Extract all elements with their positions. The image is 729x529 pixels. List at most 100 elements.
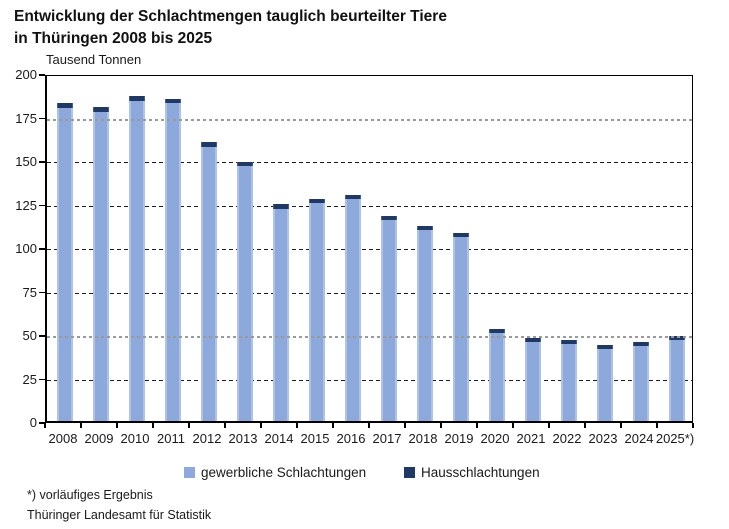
bar-2019 [453,233,469,421]
gridline-150 [47,162,692,164]
footnote: *) vorläufiges Ergebnis [27,488,153,502]
bar-2010 [129,95,145,421]
x-axis-tick [332,423,334,428]
bar-2021 [525,338,541,421]
x-axis-label-2014: 2014 [264,431,294,446]
bar-2018 [417,226,433,421]
bar-segment-gewerbliche [417,230,433,421]
bar-segment-gewerbliche [597,348,613,421]
y-axis-tick [39,117,45,120]
x-axis-tick [188,423,190,428]
bar-segment-hausschlachtungen [237,161,253,167]
bar-2025 [669,336,685,421]
x-axis-tick [368,423,370,428]
bar-segment-hausschlachtungen [417,226,433,231]
x-axis-label-2022: 2022 [552,431,582,446]
source-attribution: Thüringer Landesamt für Statistik [27,508,212,522]
bar-segment-gewerbliche [93,112,109,421]
bar-segment-hausschlachtungen [201,142,217,147]
x-axis-tick [656,423,658,428]
x-axis-label-2017: 2017 [372,431,402,446]
bar-2011 [165,99,181,421]
bar-2009 [93,107,109,421]
bar-segment-hausschlachtungen [273,204,289,209]
bar-segment-hausschlachtungen [597,345,613,349]
bar-2012 [201,142,217,421]
bar-2014 [273,204,289,421]
x-axis-label-2025: 2025*) [655,431,695,446]
bar-segment-gewerbliche [489,333,505,421]
y-axis-label-150: 150 [15,154,37,169]
x-axis-tick [584,423,586,428]
bar-segment-hausschlachtungen [381,216,397,221]
bar-2022 [561,340,577,421]
legend-swatch-light-blue [184,467,195,478]
bar-2024 [633,342,649,421]
bar-segment-gewerbliche [165,103,181,421]
bar-segment-gewerbliche [381,220,397,421]
bar-segment-hausschlachtungen [57,102,73,108]
x-axis-label-2009: 2009 [84,431,114,446]
bar-segment-gewerbliche [309,202,325,421]
gridline-gray-175 [47,118,692,121]
gridline-100 [47,249,692,251]
y-axis-tick [39,378,45,381]
bar-segment-gewerbliche [669,339,685,421]
bar-segment-gewerbliche [129,100,145,421]
bar-segment-gewerbliche [237,166,253,421]
x-axis-tick [512,423,514,428]
y-axis-label-125: 125 [15,197,37,213]
x-axis-tick [440,423,442,428]
x-axis-label-2011: 2011 [157,431,185,446]
x-axis-tick [260,423,262,428]
y-axis-tick [39,74,45,76]
x-axis-tick [80,423,82,428]
y-axis-tick [39,335,45,337]
x-axis-label-2018: 2018 [408,431,438,446]
x-axis-label-2008: 2008 [48,431,78,446]
bar-segment-gewerbliche [561,343,577,421]
x-axis-tick [44,423,46,428]
x-axis-tick [404,423,406,428]
bar-segment-hausschlachtungen [489,328,505,334]
x-axis-label-2024: 2024 [624,431,654,446]
y-axis-label-175: 175 [15,110,37,126]
x-axis-label-2019: 2019 [444,431,474,446]
x-axis-label-2015: 2015 [300,431,330,446]
x-axis-label-2012: 2012 [192,431,222,446]
x-axis-tick [116,423,118,428]
bar-segment-hausschlachtungen [129,95,145,101]
y-axis-label-0: 0 [29,415,37,430]
chart-title-line2: in Thüringen 2008 bis 2025 [14,30,213,47]
plot-area [45,75,693,423]
gridline-75 [47,292,692,294]
x-axis-tick [152,423,154,428]
bar-2008 [57,102,73,421]
bar-segment-hausschlachtungen [525,338,541,343]
x-axis-label-2016: 2016 [336,431,366,446]
bar-2015 [309,198,325,421]
chart-title-line1: Entwicklung der Schlachtmengen tauglich … [14,8,447,25]
bar-segment-hausschlachtungen [165,99,181,104]
y-axis-tick [39,161,45,163]
bar-segment-hausschlachtungen [633,342,649,346]
x-axis-tick [224,423,226,428]
legend-swatch-dark-navy [404,467,415,478]
y-axis-label-75: 75 [22,284,37,300]
y-axis-label-200: 200 [15,67,37,82]
x-axis-tick [296,423,298,428]
legend-label-gewerbliche: gewerbliche Schlachtungen [201,465,367,480]
bar-segment-hausschlachtungen [93,107,109,113]
bar-segment-hausschlachtungen [345,194,361,200]
y-axis-label-100: 100 [15,241,37,256]
gridline-gray-50 [47,336,692,339]
chart-title: Entwicklung der Schlachtmengen tauglich … [14,6,447,50]
legend-label-hausschlachtungen: Hausschlachtungen [421,465,540,480]
y-axis-tick [39,248,45,250]
bar-2023 [597,345,613,421]
gridline-125 [47,205,692,207]
y-axis-label-50: 50 [22,328,37,343]
x-axis-label-2020: 2020 [480,431,510,446]
x-axis-tick [548,423,550,428]
